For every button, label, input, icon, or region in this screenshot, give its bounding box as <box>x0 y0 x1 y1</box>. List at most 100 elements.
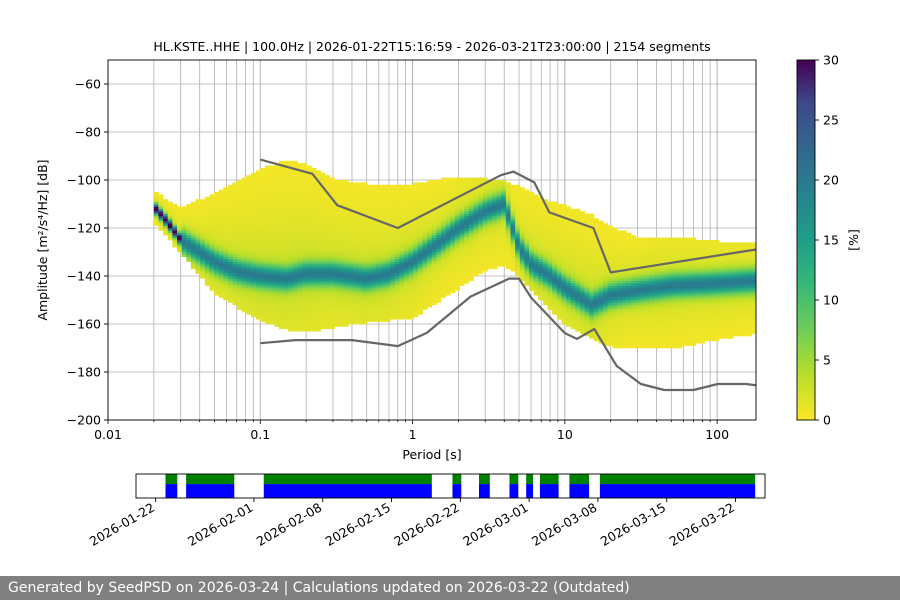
heatmap-cell <box>269 309 275 313</box>
heatmap-cell <box>288 170 294 174</box>
heatmap-cell <box>260 242 266 246</box>
heatmap-cell <box>339 187 345 190</box>
heatmap-cell <box>265 249 271 253</box>
heatmap-cell <box>343 266 349 270</box>
heatmap-cell <box>413 259 419 262</box>
heatmap-cell <box>533 213 539 217</box>
heatmap-cell <box>394 254 400 258</box>
heatmap-cell <box>214 194 220 198</box>
heatmap-cell <box>227 199 233 202</box>
heatmap-cell <box>339 199 345 202</box>
heatmap-cell <box>561 208 567 212</box>
heatmap-cell <box>519 276 525 279</box>
heatmap-cell <box>427 259 433 262</box>
heatmap-cell <box>380 252 386 255</box>
heatmap-cell <box>227 204 233 207</box>
heatmap-cell <box>380 268 386 272</box>
heatmap-cell <box>482 240 488 243</box>
heatmap-cell <box>371 278 377 282</box>
heatmap-cell <box>362 309 368 313</box>
heatmap-cell <box>454 180 460 183</box>
heatmap-cell <box>255 280 261 284</box>
heatmap-cell <box>464 216 470 219</box>
heatmap-cell <box>278 312 284 315</box>
heatmap-cell <box>343 220 349 224</box>
heatmap-cell <box>542 302 548 306</box>
heatmap-cell <box>353 276 359 279</box>
heatmap-cell <box>593 252 599 255</box>
heatmap-cell <box>292 175 298 178</box>
heatmap-cell <box>542 216 548 219</box>
heatmap-cell <box>311 182 317 186</box>
heatmap-cell <box>403 304 410 308</box>
heatmap-cell <box>362 216 368 219</box>
heatmap-cell <box>302 168 308 171</box>
heatmap-cell <box>255 237 261 241</box>
heatmap-cell <box>297 196 303 200</box>
heatmap-cell <box>334 295 340 298</box>
heatmap-cell <box>311 252 317 255</box>
heatmap-cell <box>556 278 562 282</box>
heatmap-cell <box>237 194 243 198</box>
heatmap-cell <box>593 244 599 248</box>
heatmap-cell <box>478 223 484 226</box>
heatmap-cell <box>478 201 484 205</box>
heatmap-cell <box>362 297 368 301</box>
heatmap-cell <box>464 194 470 198</box>
heatmap-cell <box>223 264 229 267</box>
heatmap-cell <box>579 228 586 231</box>
heatmap-cell <box>593 326 599 330</box>
heatmap-cell <box>246 283 252 286</box>
heatmap-cell <box>153 208 159 212</box>
heatmap-cell <box>417 235 423 238</box>
heatmap-cell <box>436 254 442 258</box>
heatmap-cell <box>579 211 586 214</box>
heatmap-cell <box>320 247 326 250</box>
heatmap-cell <box>464 213 470 217</box>
heatmap-cell <box>482 256 488 260</box>
heatmap-cell <box>357 307 363 310</box>
heatmap-cell <box>431 218 437 222</box>
heatmap-cell <box>302 261 308 265</box>
heatmap-cell <box>473 216 479 219</box>
heatmap-cell <box>603 244 609 248</box>
heatmap-cell <box>302 165 308 169</box>
heatmap-cell <box>269 264 275 267</box>
heatmap-cell <box>524 252 530 255</box>
heatmap-cell <box>269 237 275 241</box>
heatmap-cell <box>357 252 363 255</box>
heatmap-cell <box>260 235 266 238</box>
heatmap-cell <box>348 237 354 241</box>
heatmap-cell <box>366 297 372 301</box>
heatmap-cell <box>399 290 405 294</box>
heatmap-cell <box>343 228 349 231</box>
heatmap-cell <box>366 242 372 246</box>
heatmap-cell <box>343 300 349 303</box>
heatmap-cell <box>237 218 243 222</box>
heatmap-cell <box>158 228 164 231</box>
heatmap-cell <box>612 336 618 339</box>
heatmap-cell <box>353 184 359 188</box>
heatmap-cell <box>413 264 419 267</box>
heatmap-cell <box>542 237 548 241</box>
heatmap-cell <box>362 230 368 234</box>
heatmap-cell <box>552 208 558 212</box>
heatmap-cell <box>422 199 428 202</box>
heatmap-cell <box>422 271 428 274</box>
heatmap-cell <box>436 232 442 236</box>
heatmap-cell <box>297 242 303 246</box>
heatmap-cell <box>320 285 326 289</box>
heatmap-cell <box>329 242 335 246</box>
heatmap-cell <box>260 300 266 303</box>
heatmap-cell <box>575 271 581 274</box>
heatmap-cell <box>167 220 173 224</box>
heatmap-cell <box>343 252 349 255</box>
heatmap-cell <box>218 276 224 279</box>
heatmap-cell <box>311 204 317 207</box>
heatmap-cell <box>325 184 331 188</box>
heatmap-cell <box>417 302 423 306</box>
heatmap-cell <box>315 194 321 198</box>
heatmap-cell <box>334 285 340 289</box>
heatmap-cell <box>348 184 354 188</box>
heatmap-cell <box>214 283 220 286</box>
